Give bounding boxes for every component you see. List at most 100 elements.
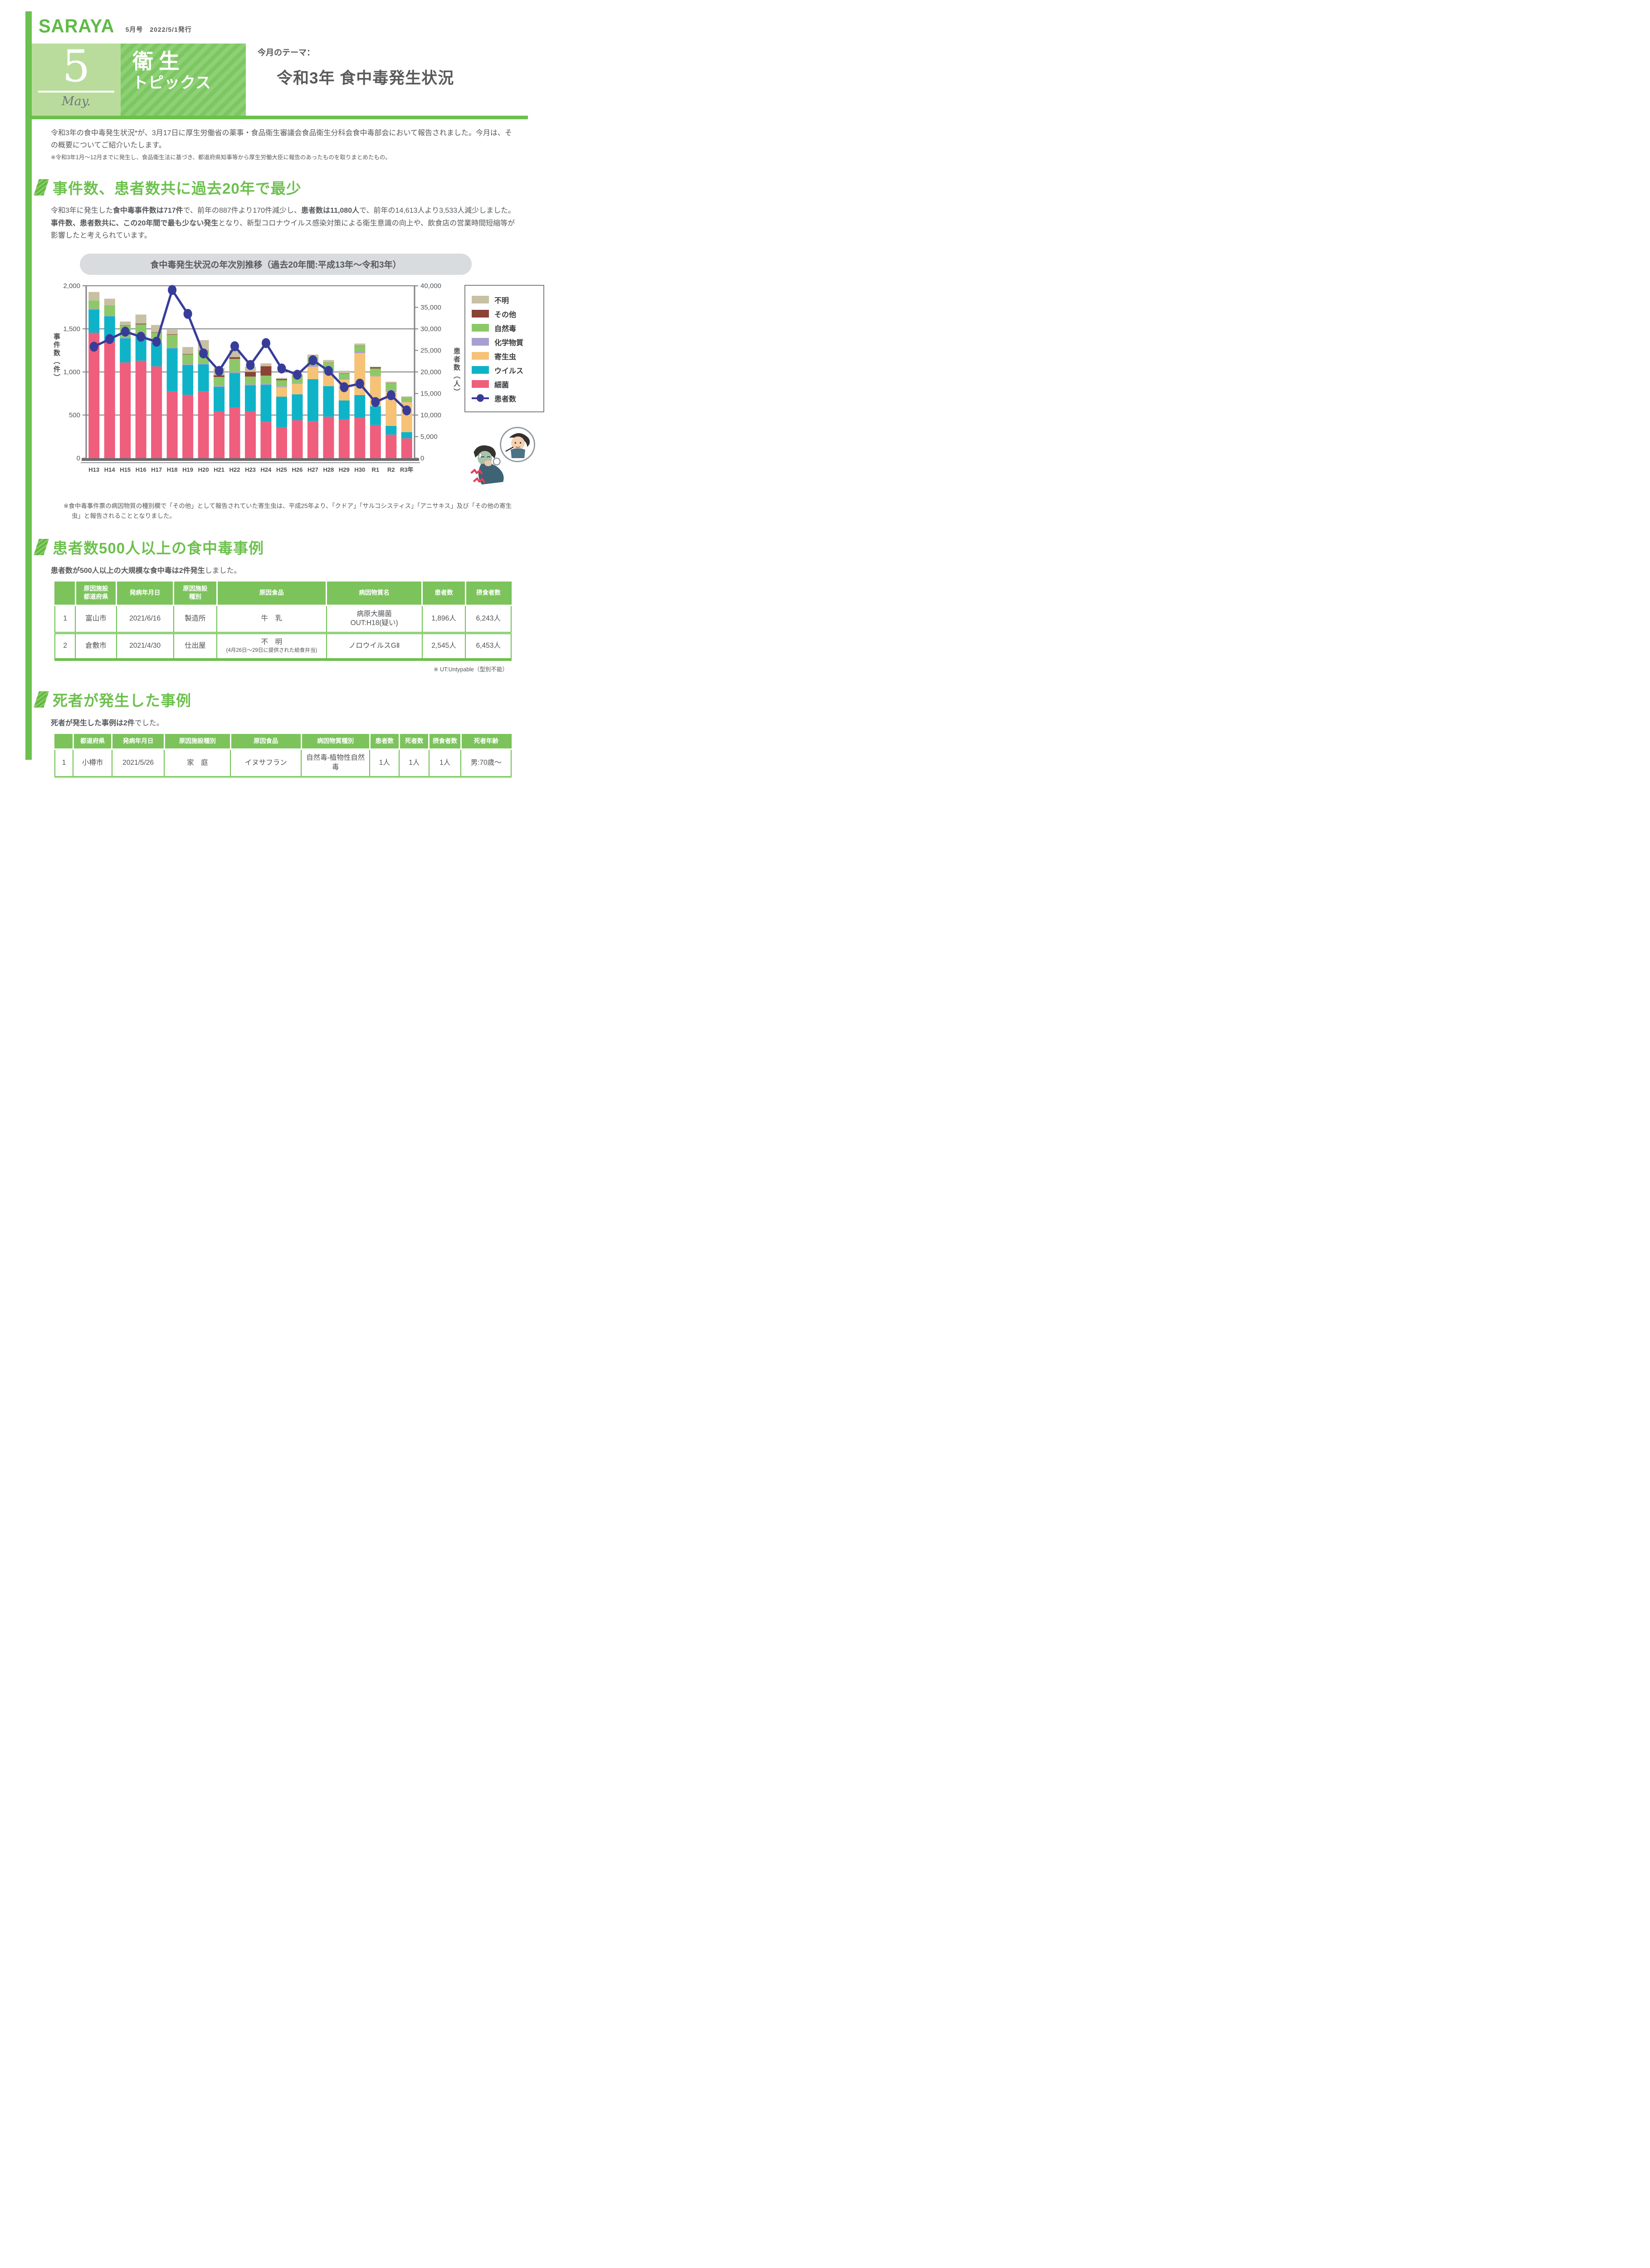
legend-label: 寄生虫: [494, 353, 517, 361]
line-marker: [246, 360, 255, 370]
table-cell: 1人: [369, 749, 400, 777]
x-tick-label: H21: [214, 466, 225, 473]
bar-segment-不明: [260, 363, 272, 367]
legend-label: ウイルス: [494, 367, 524, 375]
legend-item: 不明: [472, 294, 539, 305]
table-cell: 男:70歳～: [460, 749, 512, 777]
header-cell: 原因食品: [216, 582, 327, 606]
bar-segment-化学物質: [307, 365, 318, 367]
text-run: 食中毒事件数は717件: [112, 207, 183, 215]
bar-segment-その他: [338, 373, 350, 374]
bar-segment-細菌: [276, 427, 287, 458]
table-cell: 1: [54, 605, 76, 633]
bar-segment-不明: [182, 347, 194, 354]
legend-swatch-icon: [472, 366, 489, 374]
right-tick-label: 10,000: [420, 411, 441, 419]
bar-segment-自然毒: [386, 383, 397, 391]
chart-footnote: ※食中毒事件票の病因物質の種別欄で「その他」として報告されていた寄生虫は、平成2…: [63, 502, 512, 519]
bar-segment-細菌: [307, 421, 318, 458]
header-cell: [54, 582, 76, 606]
bar-segment-自然毒: [401, 397, 412, 401]
legend-item: 患者数: [472, 393, 539, 404]
header-cell: 死者年齢: [460, 733, 511, 750]
x-tick-label: H25: [276, 466, 287, 473]
line-marker: [168, 285, 177, 295]
bar-segment-不明: [104, 298, 115, 305]
month-rule: [38, 91, 114, 93]
table-cell: 不 明 (4月26日～29日に提供された給食弁当): [216, 633, 327, 660]
line-marker: [277, 363, 286, 374]
x-tick-label: H15: [120, 466, 131, 473]
left-accent-bar: [25, 11, 32, 760]
bar-segment-ウイルス: [260, 385, 272, 422]
intro-paragraph: 令和3年の食中毒発生状況*が、3月17日に厚生労働省の薬事・食品衛生審議会食品衛…: [51, 127, 516, 152]
bar-segment-不明: [135, 314, 146, 324]
x-tick-label: H30: [354, 466, 365, 473]
bar-segment-ウイルス: [276, 396, 287, 427]
table-cell: 男:70歳～: [460, 777, 512, 778]
bar-segment-細菌: [260, 422, 272, 458]
text-run: しました。: [205, 567, 241, 575]
text-run: でした。: [134, 719, 164, 727]
section-bullet-icon: [34, 691, 49, 708]
text-run: 患者数は11,080人: [301, 207, 360, 215]
bar-segment-その他: [214, 375, 225, 377]
table-cell-subline: (4月26日～29日に提供された給食弁当): [226, 648, 317, 654]
bar-segment-自然毒: [214, 376, 225, 386]
line-marker: [386, 390, 395, 401]
line-marker: [340, 382, 349, 392]
right-tick-label: 35,000: [420, 303, 441, 311]
chart-legend: 不明 その他 自然毒 化学物質 寄生虫 ウイルス 細菌 患者数: [464, 284, 544, 412]
bar-segment-化学物質: [260, 384, 272, 385]
bar-segment-化学物質: [229, 372, 240, 373]
text-run: 死者が発生した事例は2件: [51, 719, 135, 727]
text-run: 事件数、患者数共に、この20年間で最も少ない発生: [51, 219, 219, 227]
bar-segment-寄生虫: [276, 387, 287, 397]
bar-segment-細菌: [104, 342, 115, 458]
bar-segment-細菌: [370, 425, 381, 458]
bar-segment-自然毒: [260, 376, 272, 384]
bar-segment-細菌: [338, 419, 350, 458]
right-tick-label: 5,000: [420, 433, 438, 440]
month-box: 5 May.: [32, 44, 121, 116]
bar-segment-自然毒: [229, 359, 240, 372]
x-axis-underline: [81, 462, 420, 463]
bar-segment-ウイルス: [245, 385, 256, 411]
header-cell: 原因施設 都道府県: [74, 582, 117, 606]
bar-segment-不明: [386, 381, 397, 383]
x-tick-label: H24: [261, 466, 272, 473]
bar-segment-自然毒: [276, 380, 287, 386]
text-run: 患者数が500人以上の大規模な食中毒は2件発生: [51, 567, 205, 575]
table-cell: 沖縄市: [73, 777, 112, 778]
right-tick-label: 40,000: [420, 282, 441, 290]
legend-swatch-icon: [472, 296, 489, 304]
bar-segment-ウイルス: [401, 432, 412, 439]
large-outbreaks-table: 原因施設 都道府県 発病年月日 原因施設 種別 原因食品 病因物質名 患者数 摂食者数 1 富山…: [54, 582, 512, 661]
table-cell: 2021/4/14: [111, 777, 165, 778]
table-cell: 病原大腸菌 OUT:H18(疑い): [326, 605, 423, 633]
header: SARAYA 5月号 2022/5/1発行: [39, 16, 192, 37]
x-tick-label: H28: [323, 466, 334, 473]
table-cell: 牛 乳: [216, 605, 327, 633]
bar-segment-化学物質: [214, 386, 225, 387]
header-cell: 摂食者数: [464, 582, 511, 606]
table-cell: 製造所: [173, 605, 218, 633]
table-cell: 1人: [399, 749, 430, 777]
section2-heading: 患者数500人以上の食中毒事例: [34, 536, 516, 558]
x-tick-label: R2: [387, 466, 395, 473]
bar-segment-ウイルス: [88, 309, 100, 333]
table-cell: 家 庭: [164, 749, 231, 777]
table-cell: 6,453人: [465, 633, 512, 660]
bar-segment-細菌: [182, 395, 194, 458]
table-cell-subline: OUT:H18(疑い): [350, 619, 398, 627]
header-cell: 患者数: [421, 582, 466, 606]
bar-segment-自然毒: [104, 305, 115, 316]
x-tick-label: H23: [245, 466, 256, 473]
line-marker: [293, 370, 302, 380]
bar-segment-ウイルス: [166, 348, 178, 391]
legend-label: 化学物質: [494, 339, 524, 347]
header-cell: 原因施設 種別: [173, 582, 217, 606]
line-marker: [261, 338, 270, 348]
chart-area: 0 500 1,000 1,500 2,000 0 5,000 10,000 15,000 20,…: [51, 279, 464, 495]
left-tick-label: 0: [77, 455, 80, 462]
